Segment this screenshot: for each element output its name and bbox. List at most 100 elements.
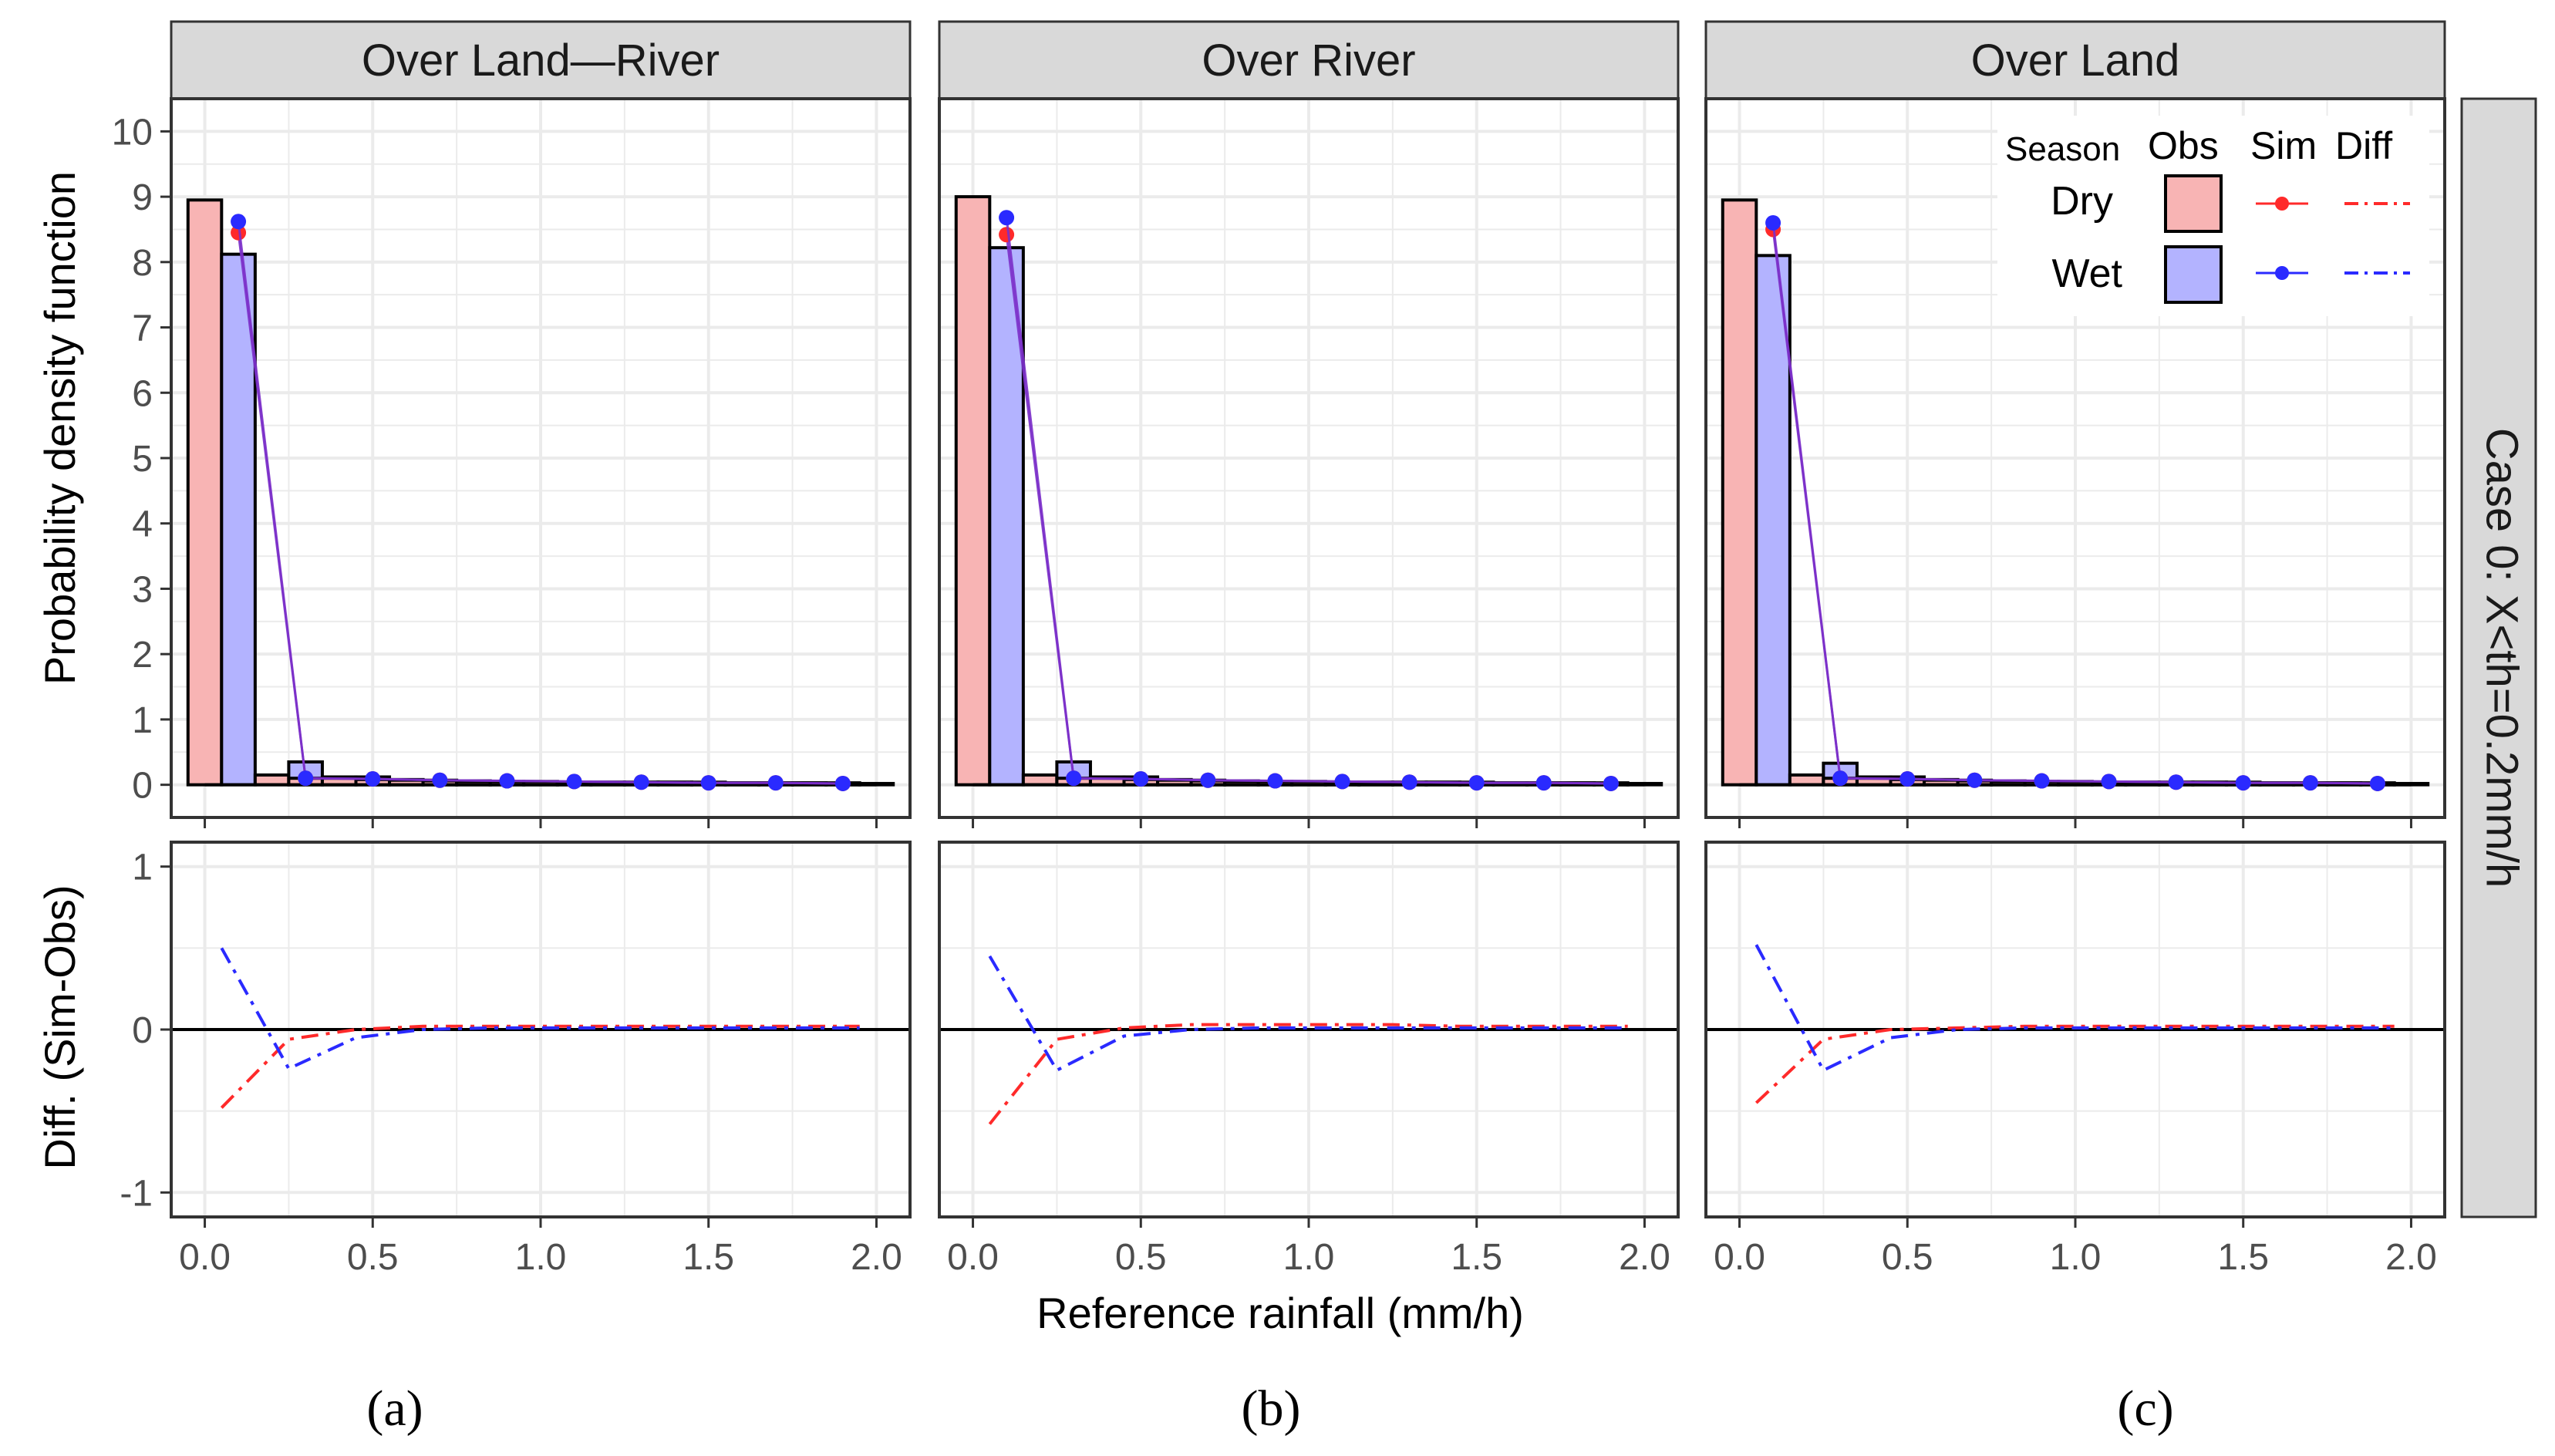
x-tick-label: 0.5 [1115,1237,1167,1278]
sim-point-wet [2369,775,2385,791]
diff-line-wet [988,955,1628,1073]
row-strip: Case 0: X<th=0.2mm/h [2460,97,2537,1218]
y-tick-label: 0 [132,766,153,807]
y-tick-label: 6 [132,373,153,414]
x-tick-label: 2.0 [851,1237,902,1278]
sim-point-wet [365,771,381,787]
strip-box [170,20,912,100]
diff-line-wet [220,947,860,1071]
sim-point-wet [1603,775,1619,791]
y-tick-label: 4 [132,504,153,545]
x-axis-title: Reference rainfall (mm/h) [1036,1289,1524,1337]
sim-point-wet [2168,774,2184,790]
sim-point-dry [231,224,247,241]
sim-point-wet [231,214,247,230]
sim-point-wet [2302,775,2318,791]
diff-line-dry [1754,1024,2395,1104]
sim-point-wet [1535,775,1552,791]
sim-line-wet [1005,217,1611,785]
legend-col-diff: Diff [2335,124,2392,167]
sim-point-wet [2101,774,2117,790]
strip-title: Over Land [1971,35,2180,86]
sim-point-wet [1832,770,1849,787]
sim-point-wet [999,210,1015,226]
strip-title: Over River [1202,35,1415,86]
legend: Season Obs Sim Diff Dry Wet [1997,116,2429,316]
legend-obs-dry-swatch [2164,174,2223,233]
strip-box [938,20,1680,100]
legend-col-obs: Obs [2148,124,2219,167]
strip-title: Over Land—River [362,35,720,86]
sim-point-wet [1967,772,1983,788]
y-tick-label: 7 [132,308,153,349]
y-tick-label: 5 [132,439,153,480]
y-tick-label: 2 [132,635,153,676]
x-tick-label: 1.0 [1283,1237,1335,1278]
legend-sim-wet-point [2275,266,2289,280]
sim-point-wet [1899,771,1916,787]
legend-label-wet: Wet [2051,251,2122,296]
panel-label-a: (a) [366,1380,423,1437]
panel-1: Over River 0.0 0.5 1.0 1.5 2.0 [938,20,1680,1278]
sim-point-wet [432,772,448,788]
x-tick-label: 2.0 [1619,1237,1670,1278]
x-tick-label: 1.0 [2050,1237,2102,1278]
sim-point-wet [1468,775,1485,791]
legend-col-sim: Sim [2250,124,2317,167]
sim-point-wet [499,773,515,789]
x-tick-label: 1.5 [683,1237,734,1278]
sim-point-wet [1133,771,1149,787]
y-axis-title-bottom: Diff. (Sim-Obs) [35,885,84,1169]
y-tick-label: 8 [132,243,153,284]
legend-title: Season [2005,130,2120,168]
sim-point-wet [2034,773,2050,789]
sim-point-wet [1066,770,1082,787]
x-tick-label: 0.5 [1882,1237,1933,1278]
panel-2: Over Land 0.0 0.5 1.0 1.5 2.0 [1704,20,2446,1278]
x-tick-label: 2.0 [2385,1237,2437,1278]
sim-point-wet [298,770,314,787]
panel-0: Over Land—River 0.0 0.5 1.0 1.5 2.0 0 1 2 3 4 5 6 7 8 9… [112,20,912,1278]
panels: Over Land—River 0.0 0.5 1.0 1.5 2.0 0 1 2 3 4 5 6 7 8 9… [112,20,2446,1278]
row-strip-box [2460,97,2537,1218]
row-strip-label: Case 0: X<th=0.2mm/h [2477,428,2527,888]
y-tick-label: 9 [132,177,153,218]
legend-obs-wet-swatch [2164,245,2223,304]
sim-point-wet [2235,775,2251,791]
sim-point-wet [834,775,851,791]
sim-point-wet [1200,772,1216,788]
panel-label-b: (b) [1242,1380,1301,1437]
x-tick-label: 1.5 [1451,1237,1502,1278]
sim-point-wet [633,774,649,790]
x-tick-label: 1.5 [2217,1237,2269,1278]
obs-bar-wet [988,246,1025,787]
obs-bar-wet [1754,254,1792,787]
obs-bar-dry [1721,198,1758,787]
legend-label-dry: Dry [2051,179,2113,224]
obs-bar-dry [186,198,224,787]
y-tick-label: 0 [132,1010,153,1051]
sim-point-wet [1401,774,1417,790]
sim-point-wet [767,775,784,791]
legend-sim-dry-point [2275,197,2289,211]
x-tick-label: 0.0 [1714,1237,1765,1278]
sim-point-wet [1765,214,1781,231]
sim-line-wet [237,221,843,785]
y-axis-title-top: Probability density function [35,171,84,685]
x-tick-label: 0.5 [347,1237,399,1278]
panel-label-c: (c) [2117,1380,2173,1437]
sim-point-wet [1334,774,1350,790]
diff-line-dry [988,1023,1628,1125]
x-tick-label: 1.0 [515,1237,567,1278]
sim-point-wet [1267,773,1283,789]
sim-line-wet [1771,222,2378,785]
sim-point-wet [700,775,716,791]
y-tick-label: 1 [132,848,153,888]
x-tick-label: 0.0 [179,1237,231,1278]
y-tick-label: -1 [120,1173,153,1214]
x-tick-label: 0.0 [947,1237,999,1278]
obs-bar-dry [954,195,992,787]
sim-point-dry [999,227,1015,243]
diff-line-dry [220,1024,860,1109]
